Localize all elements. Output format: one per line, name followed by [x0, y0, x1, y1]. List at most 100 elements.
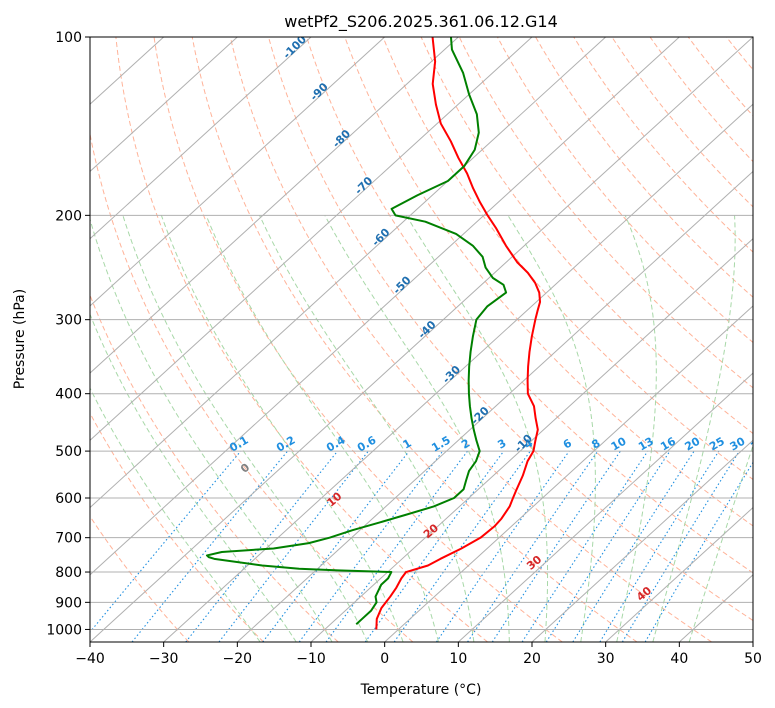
mixing-ratio-line	[218, 450, 369, 642]
dry-adiabat-label: 0	[238, 461, 252, 476]
isotherm-label: -80	[330, 127, 353, 150]
x-tick-label: 20	[523, 651, 541, 667]
moist-adiabat-line	[259, 215, 475, 642]
dry-adiabat-line	[268, 37, 753, 622]
mixing-ratio-lines	[90, 450, 753, 642]
mixing-ratio-line	[621, 450, 740, 642]
x-axis-title: Temperature (°C)	[360, 682, 482, 698]
mixing-ratio-line	[545, 450, 671, 642]
mixing-ratio-label: 8	[589, 437, 602, 452]
dry-adiabat-line	[344, 37, 753, 527]
mixing-ratio-line	[325, 450, 468, 642]
x-tick-label: 0	[380, 651, 389, 667]
isotherm-gridline	[605, 506, 753, 642]
moist-adiabat-line	[122, 215, 369, 642]
isotherm-gridline	[531, 439, 753, 642]
isotherm-gridline	[90, 37, 607, 509]
isotherm-gridlines	[90, 37, 753, 642]
isotherm-gridline	[90, 37, 533, 442]
mixing-ratio-line	[185, 450, 338, 642]
plot-frame	[89, 36, 754, 643]
mixing-ratio-line	[572, 450, 695, 642]
dry-adiabat-line	[535, 37, 753, 298]
sounding-series	[205, 37, 542, 630]
y-tick-label: 500	[55, 444, 82, 460]
mixing-ratio-line	[90, 450, 242, 633]
x-tick-label: 50	[744, 651, 762, 667]
mixing-ratio-label: 2	[459, 437, 472, 452]
isotherm-gridline	[384, 305, 753, 642]
y-tick-label: 800	[55, 565, 82, 581]
moist-adiabat-line	[160, 215, 404, 642]
isotherm-gridline	[90, 37, 680, 576]
isobar-gridlines	[90, 37, 753, 630]
x-tick-label: −40	[75, 651, 105, 667]
x-tick-label: −20	[223, 651, 253, 667]
isotherm-gridline	[236, 170, 753, 642]
dry-adiabat-line	[191, 37, 638, 642]
chart-title: wetPf2_S206.2025.361.06.12.G14	[284, 12, 558, 32]
y-tick-label: 300	[55, 313, 82, 329]
dry-adiabat-line	[153, 37, 563, 642]
dry-adiabat-line	[611, 37, 753, 208]
mixing-ratio-line	[435, 450, 570, 642]
mixing-ratio-line	[131, 450, 289, 642]
mixing-ratio-line	[467, 450, 599, 642]
y-axis-title: Pressure (hPa)	[12, 289, 28, 389]
dry-adiabat-line	[90, 412, 264, 642]
dry-adiabat-label: 30	[524, 553, 544, 573]
dry-adiabat-line	[765, 37, 775, 642]
dry-adiabat-line	[115, 37, 488, 642]
mixing-ratio-line	[298, 450, 444, 642]
isotherm-gridline	[90, 37, 312, 240]
isotherm-gridline	[457, 372, 753, 642]
axis-ticks: −40 −30 −20 −10 0 10 20 30 40 5010009008007006005…	[46, 30, 762, 667]
isotherm-gridline	[90, 37, 386, 307]
mixing-ratio-line	[599, 450, 720, 642]
mixing-ratio-line	[521, 450, 649, 642]
y-tick-label: 1000	[46, 622, 82, 638]
x-tick-label: −10	[296, 651, 326, 667]
dry-adiabat-line	[90, 515, 190, 642]
y-tick-label: 200	[55, 208, 82, 224]
isotherm-label: -60	[369, 226, 392, 249]
x-tick-label: 30	[597, 651, 615, 667]
dry-adiabat-line	[649, 37, 753, 163]
isotherm-label: -90	[308, 80, 331, 103]
y-tick-label: 400	[55, 387, 82, 403]
mixing-ratio-line	[262, 450, 410, 642]
dry-adiabat-line	[725, 37, 753, 71]
dewpoint-profile-line	[205, 37, 508, 625]
isotherm-gridline	[310, 237, 753, 642]
moist-adiabat-line	[90, 313, 297, 642]
moist-adiabats	[90, 215, 753, 642]
dry-adiabat-line	[306, 37, 753, 574]
moist-adiabat-line	[652, 215, 736, 642]
dry-adiabat-line	[229, 37, 712, 642]
moist-adiabat-line	[688, 443, 753, 642]
mixing-ratio-label: 6	[561, 436, 574, 451]
x-tick-label: 10	[449, 651, 467, 667]
isotherm-gridline	[90, 37, 753, 642]
isotherm-gridline	[752, 641, 753, 642]
x-tick-label: −30	[149, 651, 179, 667]
y-tick-label: 700	[55, 531, 82, 547]
dry-adiabat-line	[420, 37, 753, 435]
moist-adiabat-line	[324, 215, 510, 642]
isotherm-label: -30	[440, 363, 463, 386]
mixing-ratio-line	[491, 450, 621, 642]
dry-adiabat-line	[573, 37, 753, 253]
moist-adiabat-line	[405, 215, 549, 642]
mixing-ratio-label: 3	[495, 437, 508, 452]
isotherm-gridline	[163, 103, 753, 642]
x-tick-label: 40	[670, 651, 688, 667]
dry-adiabat-line	[496, 37, 753, 344]
moist-adiabat-line	[507, 215, 596, 642]
y-tick-label: 600	[55, 491, 82, 507]
dry-adiabat-line	[687, 37, 753, 117]
moist-adiabat-line	[90, 217, 333, 642]
isotherm-gridline	[90, 37, 459, 374]
isotherm-gridline	[90, 37, 238, 173]
moist-adiabat-line	[616, 215, 657, 642]
